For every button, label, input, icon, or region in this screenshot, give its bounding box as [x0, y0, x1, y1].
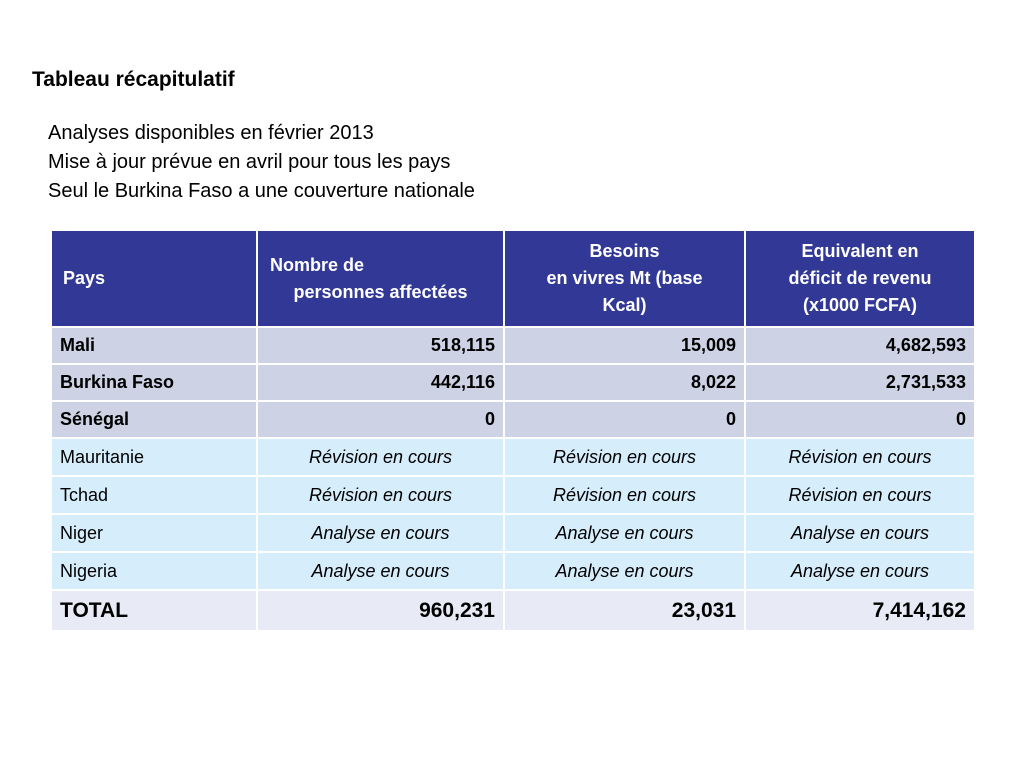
- header-people-line: personnes affectées: [293, 281, 468, 302]
- table-row: Niger Analyse en cours Analyse en cours …: [50, 513, 976, 553]
- cell-country: Burkina Faso: [50, 363, 258, 402]
- cell-needs: Révision en cours: [503, 475, 746, 515]
- cell-country: Tchad: [50, 475, 258, 515]
- cell-deficit: 0: [744, 400, 976, 439]
- cell-country: Niger: [50, 513, 258, 553]
- table-total-row: TOTAL 960,231 23,031 7,414,162: [50, 589, 976, 632]
- cell-deficit: Révision en cours: [744, 475, 976, 515]
- header-country-label: Pays: [63, 268, 106, 288]
- cell-needs: Analyse en cours: [503, 551, 746, 591]
- cell-total-people: 960,231: [256, 589, 505, 632]
- cell-country: Mali: [50, 326, 258, 365]
- cell-needs: 15,009: [503, 326, 746, 365]
- header-deficit-line: déficit de revenu: [788, 268, 932, 288]
- page-title: Tableau récapitulatif: [32, 68, 235, 91]
- table-row: Sénégal 0 0 0: [50, 400, 976, 439]
- table-row: Mauritanie Révision en cours Révision en…: [50, 437, 976, 477]
- header-needs: Besoins en vivres Mt (base Kcal): [503, 229, 746, 328]
- cell-deficit: Révision en cours: [744, 437, 976, 477]
- cell-people: Révision en cours: [256, 475, 505, 515]
- summary-table: Pays Nombre de personnes affectées Besoi…: [50, 229, 976, 632]
- cell-deficit: Analyse en cours: [744, 513, 976, 553]
- subtitle-line: Seul le Burkina Faso a une couverture na…: [48, 180, 475, 202]
- header-deficit-line: Equivalent en: [801, 241, 919, 261]
- subtitle-line: Mise à jour prévue en avril pour tous le…: [48, 151, 451, 173]
- table-row: Tchad Révision en cours Révision en cour…: [50, 475, 976, 515]
- cell-people: Révision en cours: [256, 437, 505, 477]
- cell-needs: Révision en cours: [503, 437, 746, 477]
- cell-country: Mauritanie: [50, 437, 258, 477]
- table-header-row: Pays Nombre de personnes affectées Besoi…: [50, 229, 976, 328]
- cell-deficit: 2,731,533: [744, 363, 976, 402]
- cell-needs: 8,022: [503, 363, 746, 402]
- cell-needs: Analyse en cours: [503, 513, 746, 553]
- table-row: Mali 518,115 15,009 4,682,593: [50, 326, 976, 365]
- cell-people: Analyse en cours: [256, 513, 505, 553]
- header-deficit: Equivalent en déficit de revenu (x1000 F…: [744, 229, 976, 328]
- header-people-line: Nombre de: [270, 254, 365, 275]
- header-needs-line: Kcal): [602, 295, 647, 315]
- header-needs-line: en vivres Mt (base: [546, 268, 703, 288]
- cell-deficit: 4,682,593: [744, 326, 976, 365]
- header-people: Nombre de personnes affectées: [256, 229, 505, 328]
- header-deficit-line: (x1000 FCFA): [802, 295, 918, 315]
- subtitle-line: Analyses disponibles en février 2013: [48, 122, 374, 144]
- cell-people: 442,116: [256, 363, 505, 402]
- cell-country: Sénégal: [50, 400, 258, 439]
- cell-people: 0: [256, 400, 505, 439]
- table-row: Burkina Faso 442,116 8,022 2,731,533: [50, 363, 976, 402]
- cell-deficit: Analyse en cours: [744, 551, 976, 591]
- subtitle-block: Analyses disponibles en février 2013 Mis…: [48, 119, 475, 206]
- cell-total-deficit: 7,414,162: [744, 589, 976, 632]
- table-row: Nigeria Analyse en cours Analyse en cour…: [50, 551, 976, 591]
- cell-country: Nigeria: [50, 551, 258, 591]
- cell-needs: 0: [503, 400, 746, 439]
- cell-total-label: TOTAL: [50, 589, 258, 632]
- cell-people: Analyse en cours: [256, 551, 505, 591]
- header-country: Pays: [50, 229, 258, 328]
- header-needs-line: Besoins: [589, 241, 660, 261]
- cell-people: 518,115: [256, 326, 505, 365]
- cell-total-needs: 23,031: [503, 589, 746, 632]
